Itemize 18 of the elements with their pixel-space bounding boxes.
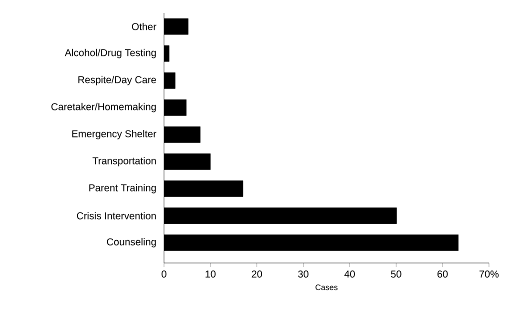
- y-tick-label: Crisis Intervention: [76, 212, 156, 220]
- x-tick-label: 20: [252, 270, 262, 278]
- x-tick-label: 0: [162, 270, 166, 278]
- y-tick-label: Caretaker/Homemaking: [51, 102, 156, 112]
- x-tick-label: 70%: [479, 270, 499, 278]
- y-tick-label: Emergency Shelter: [72, 130, 156, 140]
- y-tick-label: Respite/Day Care: [78, 76, 156, 86]
- y-tick-label: Parent Training: [89, 184, 156, 194]
- y-tick-label: Other: [132, 22, 156, 30]
- y-tick-label: Transportation: [92, 156, 156, 166]
- x-tick-label: 50: [390, 270, 402, 278]
- x-tick-label: 30: [298, 270, 308, 278]
- y-tick-label: Counseling: [106, 238, 156, 248]
- y-tick-label: Alcohol/Drug Testing: [64, 48, 156, 58]
- x-tick-label: 60: [438, 270, 448, 278]
- x-axis-title: Cases: [316, 284, 338, 290]
- x-tick-label: 40: [344, 270, 355, 278]
- x-tick-label: 10: [206, 270, 216, 278]
